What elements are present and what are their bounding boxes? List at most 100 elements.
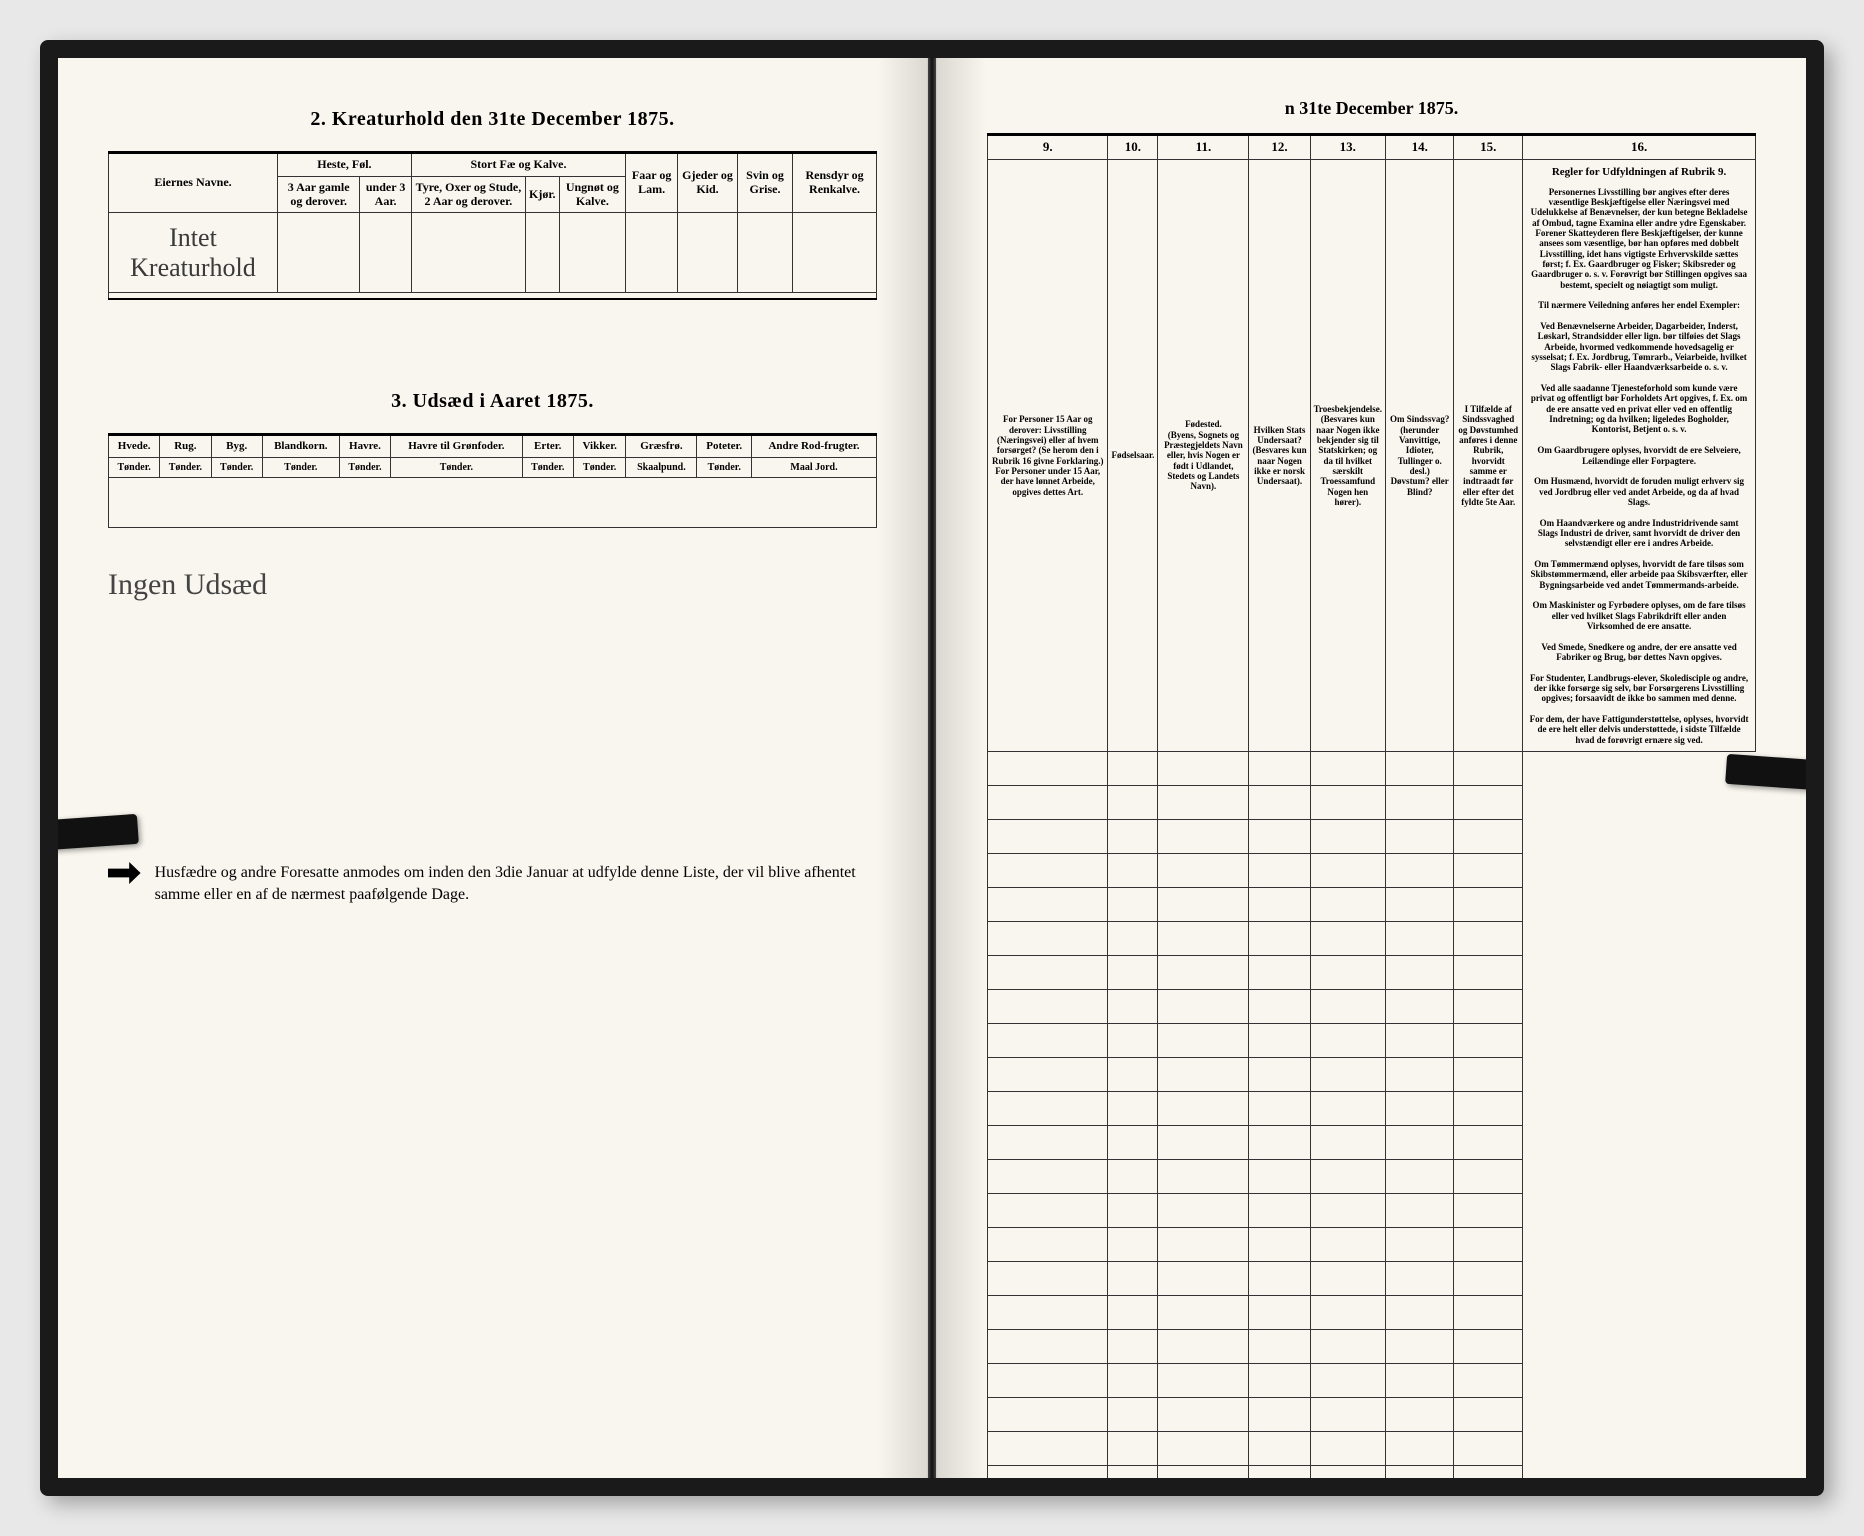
column-number-row: 9.10.11.12.13.14.15.16. xyxy=(988,135,1756,160)
seed-unit-header: Tønder. xyxy=(262,457,339,478)
table-cell xyxy=(1158,1364,1249,1398)
table-cell xyxy=(1108,1160,1158,1194)
table-cell xyxy=(988,1024,1108,1058)
table-cell xyxy=(988,922,1108,956)
table-cell xyxy=(1249,786,1310,820)
table-cell xyxy=(1386,990,1454,1024)
table-cell xyxy=(1386,888,1454,922)
seed-col-header: Græsfrø. xyxy=(626,434,697,457)
table-cell xyxy=(1454,820,1523,854)
table-cell xyxy=(1249,1058,1310,1092)
table-cell xyxy=(1454,1194,1523,1228)
table-cell xyxy=(1386,1024,1454,1058)
table-cell xyxy=(1108,786,1158,820)
col13-desc: Troesbekjendelse.(Besvares kun naar Noge… xyxy=(1310,159,1385,751)
table-cell xyxy=(1108,1330,1158,1364)
table-cell xyxy=(988,1228,1108,1262)
table-cell xyxy=(988,1262,1108,1296)
table-cell xyxy=(360,213,412,293)
table-cell xyxy=(1386,1092,1454,1126)
col9-desc: For Personer 15 Aar og derover: Livsstil… xyxy=(988,159,1108,751)
table-cell xyxy=(1108,1092,1158,1126)
seed-col-header: Hvede. xyxy=(109,434,160,457)
table-row xyxy=(988,956,1756,990)
seed-unit-header: Skaalpund. xyxy=(626,457,697,478)
table-cell xyxy=(1310,1228,1385,1262)
table-cell xyxy=(1249,1160,1310,1194)
table-cell xyxy=(1108,1058,1158,1092)
col14-desc: Om Sindssvag?(herunder Vanvittige, Idiot… xyxy=(1386,159,1454,751)
table-cell xyxy=(1454,1058,1523,1092)
col-number: 16. xyxy=(1523,135,1756,160)
table-cell xyxy=(1108,1024,1158,1058)
table-cell xyxy=(1108,1126,1158,1160)
table-cell xyxy=(988,1092,1108,1126)
table-cell xyxy=(988,1058,1108,1092)
table-cell xyxy=(1158,1296,1249,1330)
table-cell xyxy=(1158,1466,1249,1478)
table-cell xyxy=(1310,1194,1385,1228)
table-cell xyxy=(1386,1296,1454,1330)
table-cell xyxy=(1108,1296,1158,1330)
col11-t: (Byens, Sognets og Præstegjeldets Navn e… xyxy=(1164,430,1243,492)
stort-b: Kjør. xyxy=(525,176,559,213)
table-cell xyxy=(1454,1432,1523,1466)
seed-unit-header: Tønder. xyxy=(697,457,752,478)
table-cell xyxy=(559,213,626,293)
table-cell xyxy=(1158,922,1249,956)
table-cell xyxy=(1108,854,1158,888)
col14-t: (herunder Vanvittige, Idioter, Tullinger… xyxy=(1391,425,1449,497)
table-cell xyxy=(1158,786,1249,820)
table-cell xyxy=(411,213,525,293)
table-cell xyxy=(1249,1364,1310,1398)
table-cell xyxy=(988,956,1108,990)
table-cell xyxy=(1249,1024,1310,1058)
table-cell xyxy=(1249,1330,1310,1364)
table-cell xyxy=(1386,1228,1454,1262)
table-cell xyxy=(1249,820,1310,854)
table-cell xyxy=(988,1126,1108,1160)
seed-empty-row xyxy=(109,478,877,528)
table-cell xyxy=(1310,1262,1385,1296)
table-cell xyxy=(988,786,1108,820)
col-number: 13. xyxy=(1310,135,1385,160)
col15-desc: I Tilfælde af Sindssvaghed og Døvstumhed… xyxy=(1454,159,1523,751)
col15-t: anføres i denne Rubrik, hvorvidt samme e… xyxy=(1459,435,1517,507)
table-cell xyxy=(1249,1126,1310,1160)
seed-unit-row: Tønder.Tønder.Tønder.Tønder.Tønder.Tønde… xyxy=(109,457,877,478)
table-cell xyxy=(1108,1398,1158,1432)
table-cell xyxy=(1108,820,1158,854)
col11-desc: Fødested.(Byens, Sognets og Præstegjelde… xyxy=(1158,159,1249,751)
right-header: n 31te December 1875. xyxy=(987,98,1756,119)
gjeder-header: Gjeder og Kid. xyxy=(678,153,738,213)
col15-h: I Tilfælde af Sindssvaghed og Døvstumhed xyxy=(1458,404,1518,435)
table-cell xyxy=(1108,1194,1158,1228)
table-cell xyxy=(988,1296,1108,1330)
table-cell xyxy=(678,213,738,293)
seed-unit-header: Tønder. xyxy=(522,457,573,478)
table-cell xyxy=(1386,1058,1454,1092)
col16-h: Regler for Udfyldningen af Rubrik 9. xyxy=(1529,166,1749,179)
table-row xyxy=(988,752,1756,786)
footer-note-text: Husfædre og andre Foresatte anmodes om i… xyxy=(155,862,877,907)
table-cell xyxy=(988,820,1108,854)
table-cell xyxy=(1310,1364,1385,1398)
table-cell xyxy=(1108,1466,1158,1478)
owner-header: Eiernes Navne. xyxy=(109,153,278,213)
table-cell xyxy=(988,1432,1108,1466)
seed-col-header: Vikker. xyxy=(573,434,626,457)
seed-unit-header: Tønder. xyxy=(160,457,211,478)
table-cell xyxy=(1310,1296,1385,1330)
faar-header: Faar og Lam. xyxy=(626,153,678,213)
table-cell xyxy=(1386,956,1454,990)
col13-t: (Besvares kun naar Nogen ikke bekjender … xyxy=(1316,414,1379,507)
table-cell xyxy=(1158,752,1249,786)
table-cell xyxy=(1310,1330,1385,1364)
table-cell xyxy=(1249,956,1310,990)
heste-header: Heste, Føl. xyxy=(277,153,411,177)
col14-h: Om Sindssvag? xyxy=(1390,414,1449,424)
table-cell xyxy=(1386,1364,1454,1398)
table-cell xyxy=(1158,1160,1249,1194)
table-cell xyxy=(1310,956,1385,990)
table-cell xyxy=(1249,1092,1310,1126)
